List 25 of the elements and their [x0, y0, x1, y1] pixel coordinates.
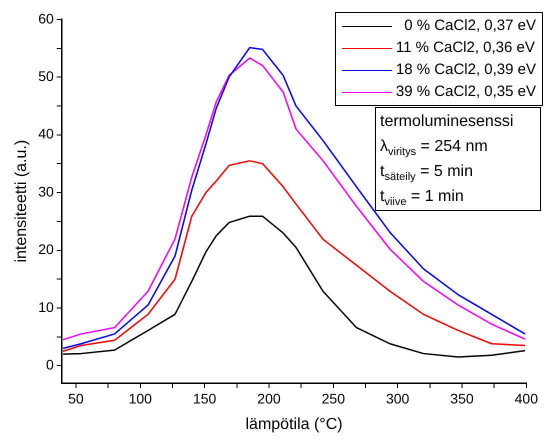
x-tick-label: 50	[68, 390, 84, 406]
legend-label: 11 % CaCl2, 0,36 eV	[396, 38, 535, 58]
annotation: t$_{viive}$ = 1 min	[380, 187, 465, 209]
legend-label: 39 % CaCl2, 0,35 eV	[396, 82, 536, 102]
x-tick-label: 150	[192, 390, 217, 406]
x-tick-label: 100	[128, 390, 152, 406]
y-axis-title: intensiteetti (a.u.)	[13, 140, 30, 263]
x-tick-label: 200	[257, 390, 281, 406]
x-axis-title: lämpötila (°C)	[246, 416, 343, 433]
legend-label: 0 % CaCl2, 0,37 eV	[403, 16, 536, 36]
y-tick-label: 10	[38, 298, 54, 315]
x-tick-label: 350	[450, 390, 474, 406]
x-tick-label: 250	[322, 390, 346, 406]
y-tick-label: 40	[38, 126, 54, 142]
legend-label: 18 % CaCl2, 0,39 eV	[396, 60, 536, 80]
y-tick-label: 30	[38, 183, 54, 200]
x-tick-label: 300	[386, 390, 410, 406]
y-tick-label: 60	[38, 10, 54, 26]
annotation: t$_{säteily}$ = 5 min	[380, 162, 474, 184]
y-tick-label: 50	[38, 68, 54, 84]
x-tick-label: 400	[514, 390, 538, 406]
annotation: λ$_{viritys}$ = 254 nm	[380, 137, 489, 159]
y-tick-label: 0	[46, 356, 54, 373]
y-tick-label: 20	[38, 241, 54, 258]
annotation: termoluminesenssi	[380, 112, 514, 132]
